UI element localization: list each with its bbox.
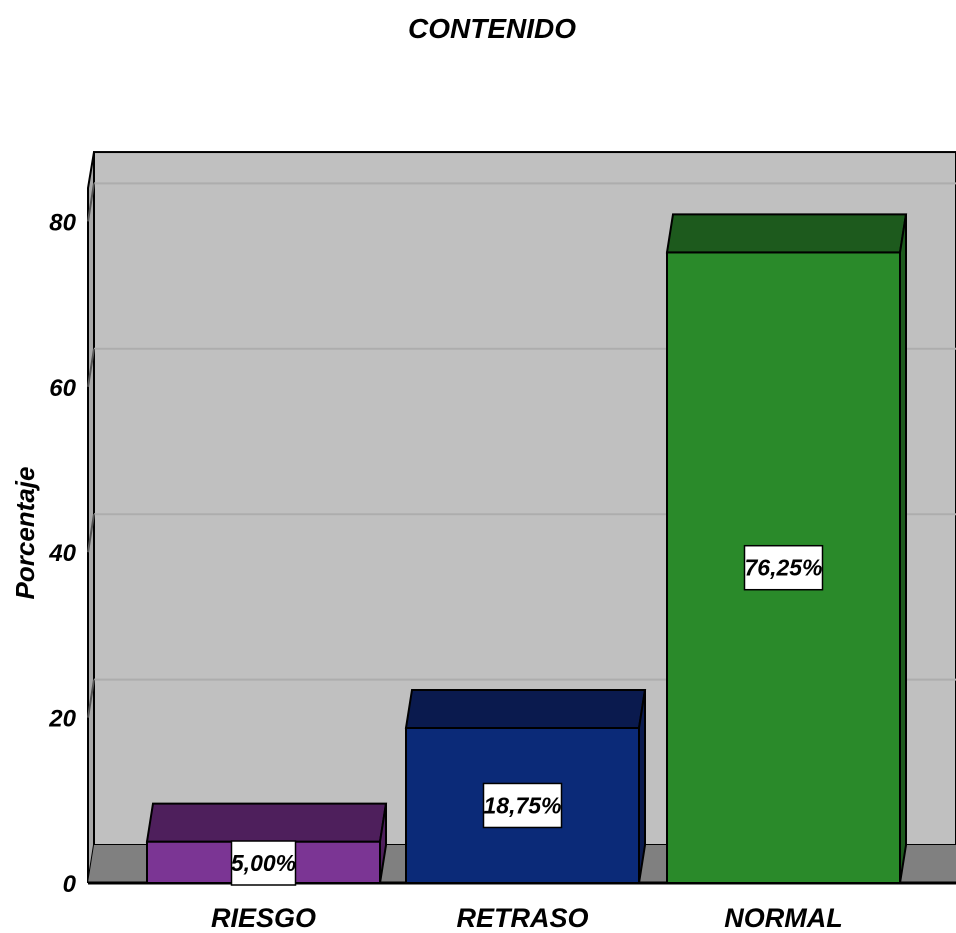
bar-top: [665, 213, 908, 254]
bar-top: [145, 802, 388, 843]
gridline-side: [87, 183, 95, 222]
bar-top: [404, 688, 647, 729]
x-axis: RIESGO RETRASO NORMAL: [211, 903, 843, 933]
data-label-riesgo: 5,00%: [230, 840, 297, 886]
data-label-normal: 76,25%: [743, 544, 824, 591]
bar-retraso: [404, 688, 647, 884]
data-label-retraso: 18,75%: [482, 782, 563, 829]
category-label: NORMAL: [724, 903, 842, 933]
y-tick-label: 40: [48, 540, 76, 567]
data-label-text: 76,25%: [744, 555, 822, 581]
y-axis-label: Porcentaje: [10, 467, 40, 600]
gridline-side: [87, 348, 95, 387]
bar-front: [405, 726, 640, 884]
bar-side: [899, 214, 907, 884]
chart-title: CONTENIDO: [408, 13, 576, 44]
bar-side: [379, 803, 387, 884]
bar-side: [638, 689, 646, 884]
y-tick-label: 60: [49, 375, 76, 402]
gridline-side: [87, 514, 95, 553]
data-label-box: [230, 840, 297, 886]
y-tick-label: 0: [63, 871, 77, 898]
y-tick-label: 80: [49, 209, 76, 236]
gridline-side: [87, 679, 95, 718]
data-label-text: 18,75%: [483, 792, 561, 818]
data-labels: 5,00% 18,75% 76,25%: [230, 544, 824, 886]
data-label-box: [482, 782, 563, 829]
data-label-text: 5,00%: [231, 850, 296, 876]
data-label-box: [743, 544, 824, 591]
category-label: RIESGO: [211, 903, 316, 933]
category-label: RETRASO: [456, 903, 588, 933]
y-tick-label: 20: [48, 706, 76, 733]
y-axis: 0 20 40 60 80: [48, 209, 76, 898]
